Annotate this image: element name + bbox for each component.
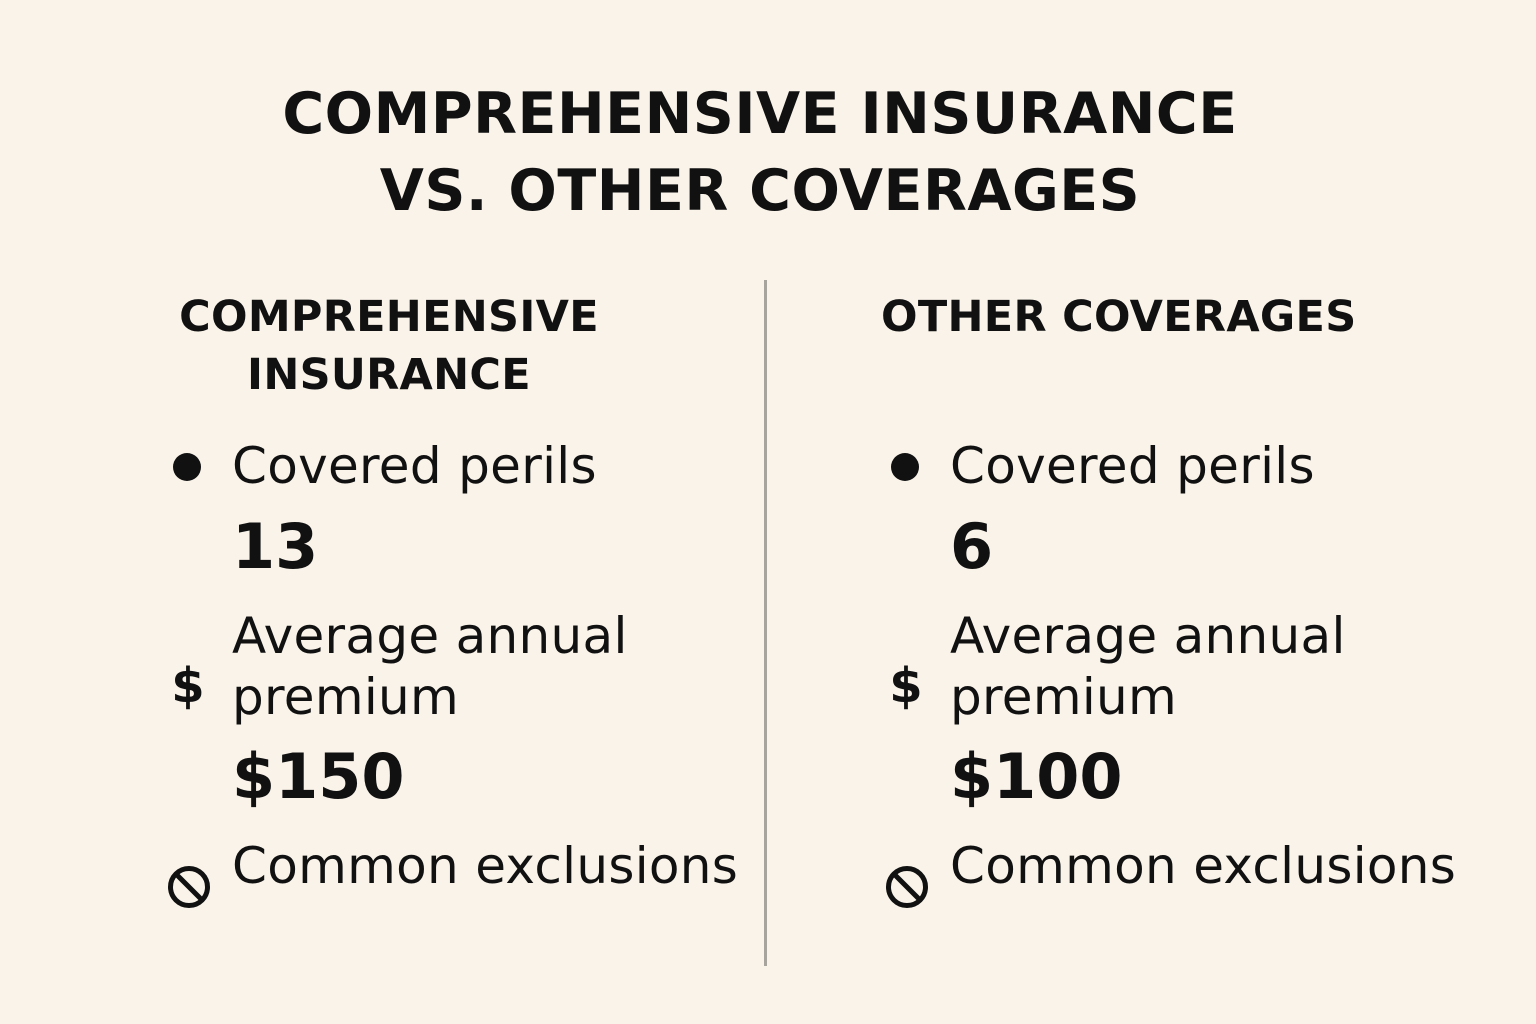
annual-premium-label: Average annual premium <box>950 607 1346 726</box>
covered-perils-value: 13 <box>232 510 319 583</box>
column-divider <box>764 280 767 966</box>
annual-premium-value: $150 <box>232 740 405 813</box>
covered-perils-value: 6 <box>950 510 994 583</box>
other-coverages-column: OTHER COVERAGES Covered perils 6 $ Avera… <box>878 0 1518 1024</box>
bullet-icon <box>172 452 202 482</box>
covered-perils-label: Covered perils <box>232 437 597 495</box>
dollar-icon: $ <box>171 658 205 714</box>
annual-premium-value: $100 <box>950 740 1123 813</box>
column-heading-line-1: COMPREHENSIVE <box>179 292 599 342</box>
covered-perils-label: Covered perils <box>950 437 1315 495</box>
comprehensive-column: COMPREHENSIVE INSURANCE Covered perils 1… <box>160 0 800 1024</box>
annual-premium-label: Average annual premium <box>232 607 628 726</box>
column-heading: OTHER COVERAGES <box>881 288 1441 346</box>
common-exclusions-label: Common exclusions <box>232 837 739 895</box>
bullet-icon <box>890 452 920 482</box>
prohibited-icon <box>884 864 930 910</box>
column-heading-line-2: INSURANCE <box>247 350 531 400</box>
column-heading: COMPREHENSIVE INSURANCE <box>164 288 614 404</box>
title-line-2: VS. OTHER COVERAGES <box>379 158 1141 224</box>
common-exclusions-label: Common exclusions <box>950 837 1457 895</box>
prohibited-icon <box>166 864 212 910</box>
column-heading-line-1: OTHER COVERAGES <box>881 292 1357 342</box>
dollar-icon: $ <box>889 658 923 714</box>
page-title: COMPREHENSIVE INSURANCE VS. OTHER COVERA… <box>0 76 1520 230</box>
title-line-1: COMPREHENSIVE INSURANCE <box>282 81 1238 147</box>
